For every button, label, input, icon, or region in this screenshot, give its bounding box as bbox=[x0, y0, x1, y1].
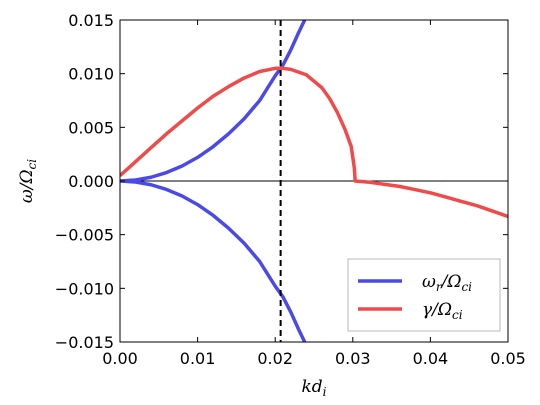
legend-label-0: ωr/Ωci bbox=[422, 272, 472, 294]
y-axis-label: ω/Ωci bbox=[17, 159, 39, 203]
series-line-0-branch-1 bbox=[120, 179, 307, 342]
y-tick-label: −0.015 bbox=[55, 333, 114, 352]
y-tick-label: 0.010 bbox=[68, 65, 114, 84]
x-tick-label: 0.02 bbox=[257, 349, 293, 368]
x-axis-label: kdi bbox=[301, 377, 326, 399]
x-tick-label: 0.01 bbox=[180, 349, 216, 368]
legend: ωr/Ωci γ/Ωci bbox=[347, 258, 501, 332]
y-tick-label: −0.005 bbox=[55, 226, 114, 245]
x-tick-label: 0.05 bbox=[490, 349, 526, 368]
legend-label-1: γ/Ωci bbox=[422, 300, 463, 322]
x-tick-label: 0.03 bbox=[335, 349, 371, 368]
legend-box bbox=[347, 258, 501, 332]
y-tick-label: 0.005 bbox=[68, 118, 114, 137]
y-tick-label: 0.000 bbox=[68, 172, 114, 191]
series-line-0-branch-0 bbox=[120, 20, 307, 183]
x-tick-label: 0.04 bbox=[413, 349, 449, 368]
series-line-1-branch-0 bbox=[120, 66, 508, 219]
y-tick-label: −0.010 bbox=[55, 279, 114, 298]
y-tick-label: 0.015 bbox=[68, 11, 114, 30]
x-tick-label: 0.00 bbox=[102, 349, 138, 368]
